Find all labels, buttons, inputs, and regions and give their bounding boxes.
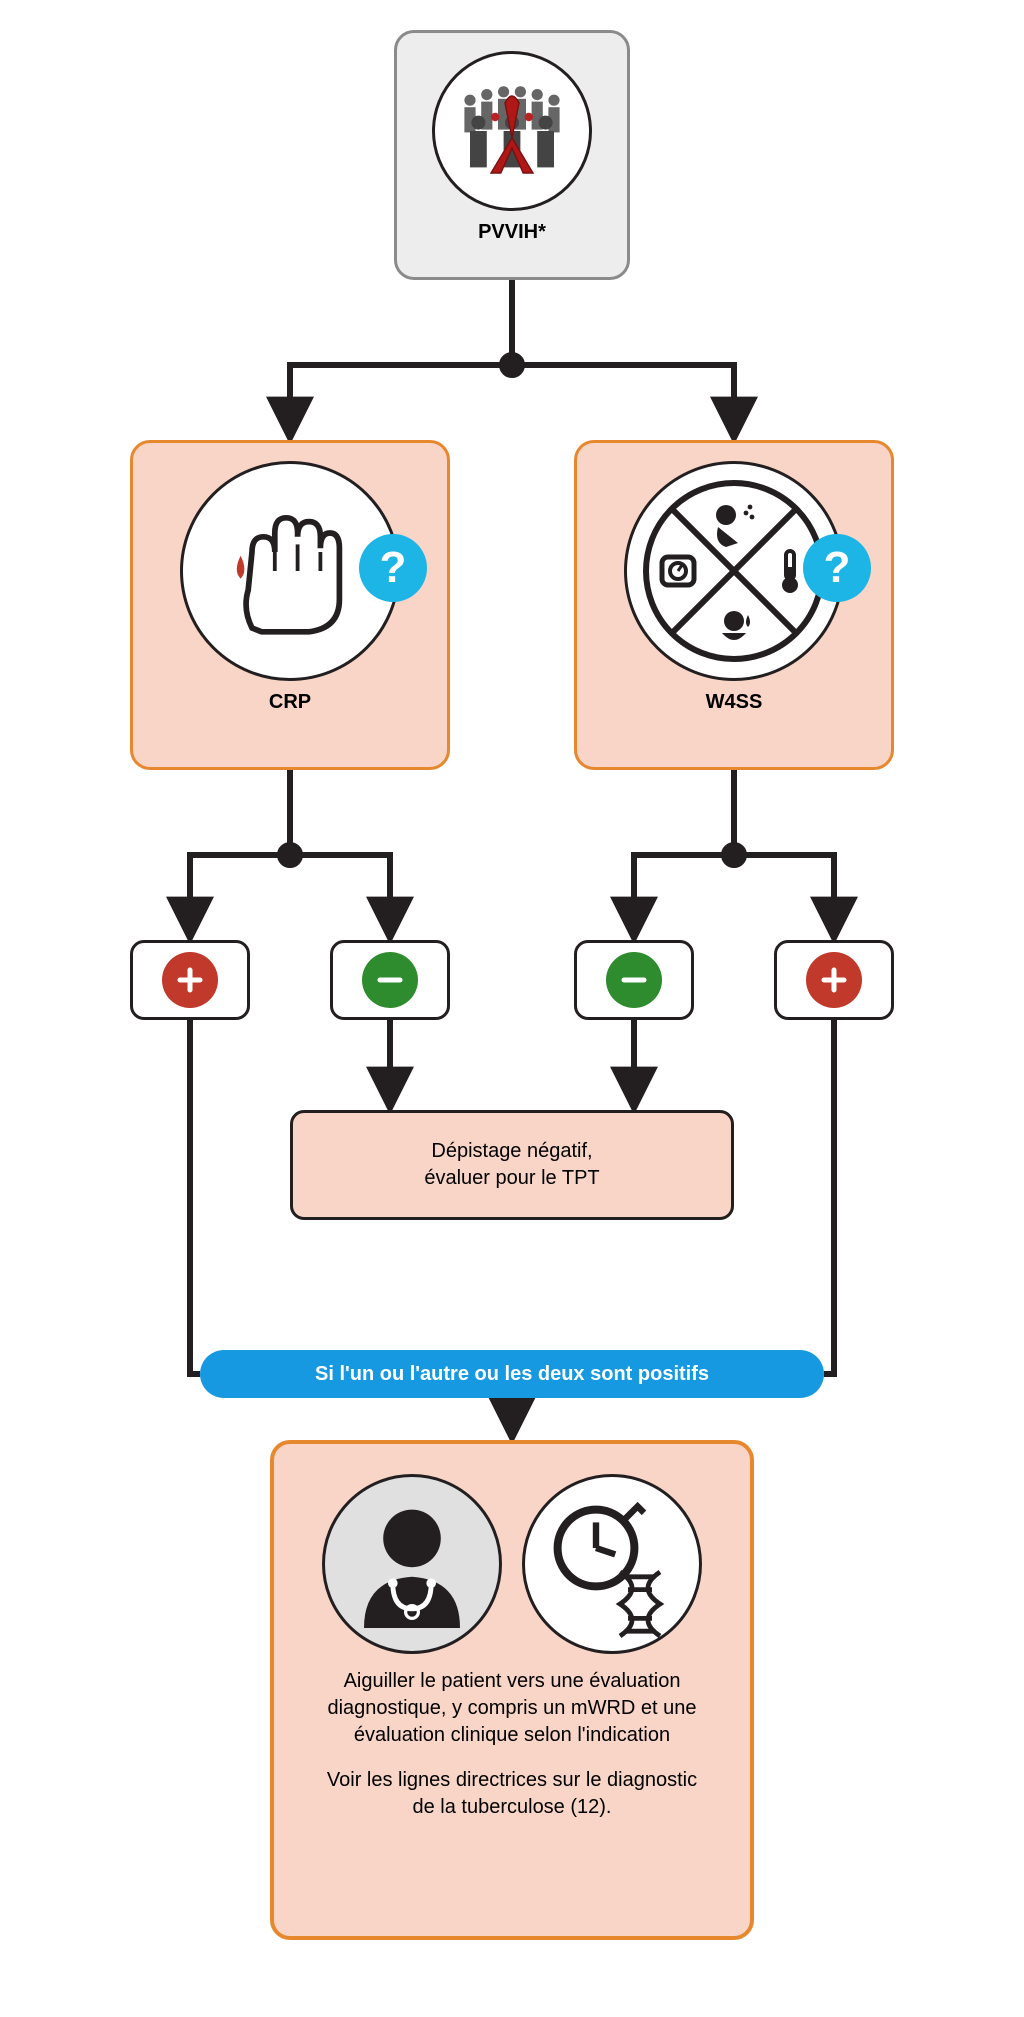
doctor-icon <box>322 1474 502 1654</box>
neg-line1: Dépistage négatif, <box>424 1138 599 1165</box>
crp-positive <box>130 940 250 1020</box>
crp-icon: ? <box>180 461 400 681</box>
final-line1: Aiguiller le patient vers une évaluation… <box>284 1668 740 1749</box>
node-final: Aiguiller le patient vers une évaluation… <box>270 1440 754 1940</box>
help-icon[interactable]: ? <box>803 534 871 602</box>
crp-label: CRP <box>269 691 311 714</box>
w4ss-negative <box>574 940 694 1020</box>
w4ss-icon: ? <box>624 461 844 681</box>
crp-negative <box>330 940 450 1020</box>
mwrd-icon <box>522 1474 702 1654</box>
root-icon <box>432 51 592 211</box>
neg-line2: évaluer pour le TPT <box>424 1165 599 1192</box>
flowchart-canvas: PVVIH* ? CRP <box>0 20 1024 1997</box>
w4ss-label: W4SS <box>706 691 763 714</box>
node-crp: ? CRP <box>130 440 450 770</box>
node-root: PVVIH* <box>394 30 630 280</box>
help-icon[interactable]: ? <box>359 534 427 602</box>
node-w4ss: ? W4SS <box>574 440 894 770</box>
negative-outcome: Dépistage négatif, évaluer pour le TPT <box>290 1110 734 1220</box>
root-label: PVVIH* <box>478 221 546 244</box>
final-line2: Voir les lignes directrices sur le diagn… <box>284 1767 740 1821</box>
positive-banner: Si l'un ou l'autre ou les deux sont posi… <box>200 1350 824 1398</box>
w4ss-positive <box>774 940 894 1020</box>
